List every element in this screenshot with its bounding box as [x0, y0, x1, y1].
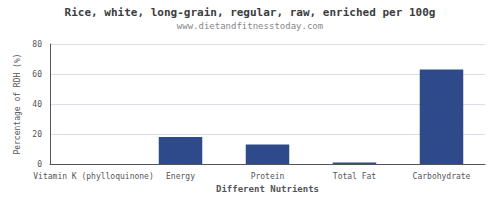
svg-text:Percentage of RDH (%): Percentage of RDH (%) — [13, 53, 22, 154]
svg-text:Energy: Energy — [166, 172, 195, 181]
svg-text:80: 80 — [32, 40, 42, 49]
svg-text:Vitamin K (phylloquinone): Vitamin K (phylloquinone) — [33, 172, 153, 181]
svg-text:20: 20 — [32, 130, 42, 139]
svg-text:Rice, white, long-grain, regul: Rice, white, long-grain, regular, raw, e… — [65, 6, 436, 19]
svg-text:0: 0 — [37, 160, 42, 169]
svg-text:Protein: Protein — [251, 172, 285, 181]
svg-text:Different Nutrients: Different Nutrients — [216, 184, 319, 194]
svg-text:Total Fat: Total Fat — [333, 172, 377, 181]
svg-text:www.dietandfitnesstoday.com: www.dietandfitnesstoday.com — [177, 21, 323, 31]
svg-text:40: 40 — [32, 100, 42, 109]
svg-text:60: 60 — [32, 70, 42, 79]
svg-text:Carbohydrate: Carbohydrate — [413, 172, 471, 181]
